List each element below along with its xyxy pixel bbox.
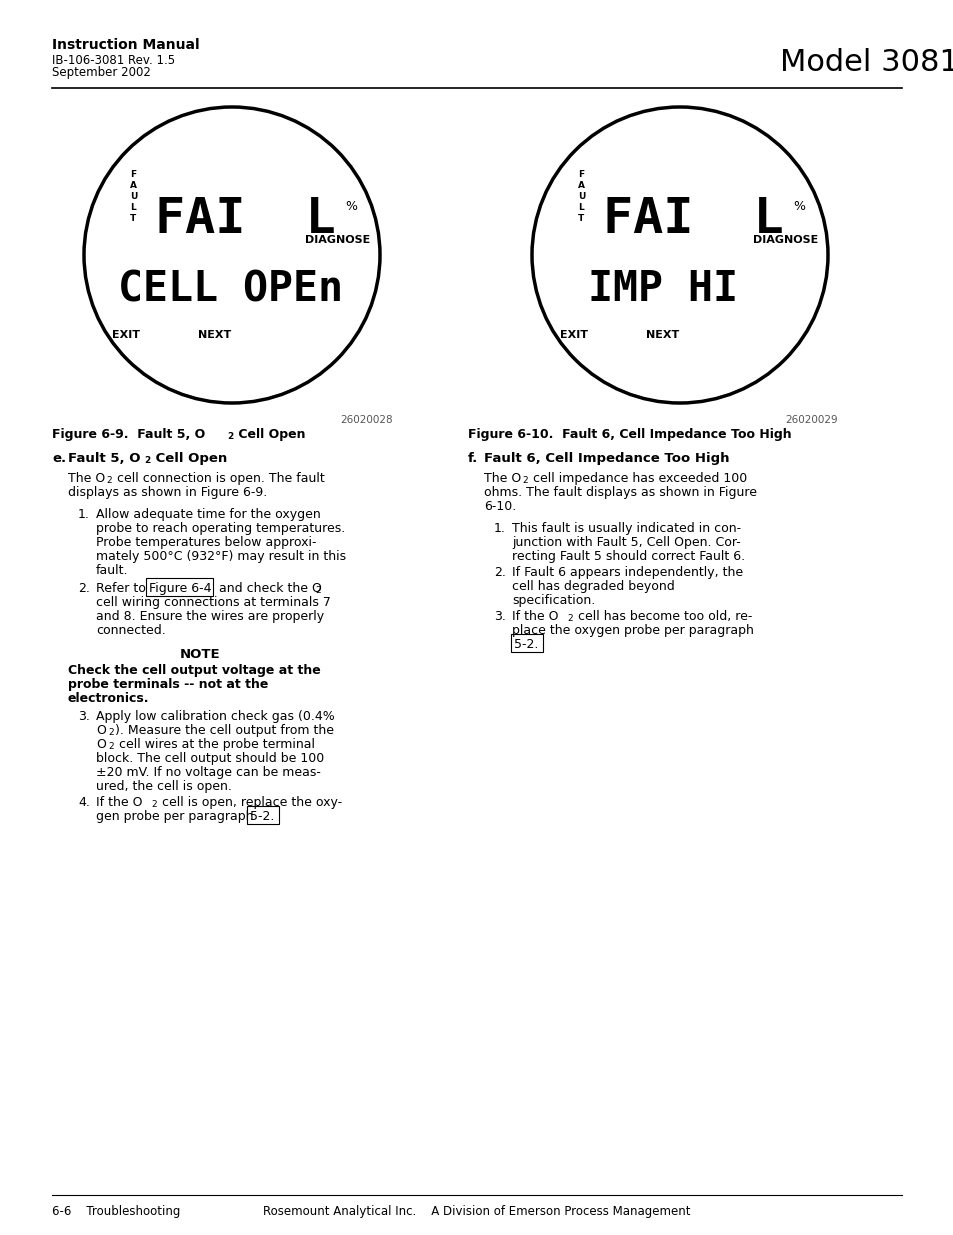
Text: A: A [130, 182, 137, 190]
Text: 4.: 4. [78, 797, 90, 809]
Text: The O: The O [483, 472, 520, 485]
Text: T: T [130, 214, 136, 224]
Text: 26020028: 26020028 [339, 415, 393, 425]
Text: 1.: 1. [78, 508, 90, 521]
Text: Probe temperatures below approxi-: Probe temperatures below approxi- [96, 536, 316, 550]
Text: %: % [345, 200, 356, 212]
Text: Figure 6-10.  Fault 6, Cell Impedance Too High: Figure 6-10. Fault 6, Cell Impedance Too… [468, 429, 791, 441]
Text: 2: 2 [108, 727, 113, 737]
Text: cell has become too old, re-: cell has become too old, re- [574, 610, 752, 622]
Text: junction with Fault 5, Cell Open. Cor-: junction with Fault 5, Cell Open. Cor- [512, 536, 740, 550]
Text: CELL OPEn: CELL OPEn [118, 268, 343, 310]
Text: 2.: 2. [494, 566, 505, 579]
Text: F: F [578, 170, 583, 179]
Text: September 2002: September 2002 [52, 65, 151, 79]
Text: probe terminals -- not at the: probe terminals -- not at the [68, 678, 268, 692]
Text: 26020029: 26020029 [784, 415, 837, 425]
Text: 2: 2 [566, 614, 572, 622]
Text: cell wires at the probe terminal: cell wires at the probe terminal [115, 739, 314, 751]
Text: FAI  L: FAI L [602, 195, 783, 243]
Text: Figure 6-4: Figure 6-4 [149, 582, 212, 595]
Text: 6-10.: 6-10. [483, 500, 516, 513]
Text: A: A [578, 182, 584, 190]
Text: ±20 mV. If no voltage can be meas-: ±20 mV. If no voltage can be meas- [96, 766, 320, 779]
Text: O: O [96, 739, 106, 751]
Text: O: O [96, 724, 106, 737]
Text: Refer to: Refer to [96, 582, 150, 595]
Text: place the oxygen probe per paragraph: place the oxygen probe per paragraph [512, 624, 753, 637]
Text: FAI  L: FAI L [154, 195, 335, 243]
Text: Check the cell output voltage at the: Check the cell output voltage at the [68, 664, 320, 677]
Text: connected.: connected. [96, 624, 166, 637]
Text: %: % [792, 200, 804, 212]
Text: Allow adequate time for the oxygen: Allow adequate time for the oxygen [96, 508, 320, 521]
Text: IB-106-3081 Rev. 1.5: IB-106-3081 Rev. 1.5 [52, 54, 175, 67]
Text: ured, the cell is open.: ured, the cell is open. [96, 781, 232, 793]
Text: fault.: fault. [96, 564, 129, 577]
Text: cell is open, replace the oxy-: cell is open, replace the oxy- [158, 797, 342, 809]
Text: U: U [578, 191, 585, 201]
Text: mately 500°C (932°F) may result in this: mately 500°C (932°F) may result in this [96, 550, 346, 563]
Text: DIAGNOSE: DIAGNOSE [752, 235, 818, 245]
Text: NEXT: NEXT [645, 330, 679, 340]
Text: block. The cell output should be 100: block. The cell output should be 100 [96, 752, 324, 764]
Text: EXIT: EXIT [559, 330, 587, 340]
Text: 3.: 3. [494, 610, 505, 622]
Text: 2.: 2. [78, 582, 90, 595]
Text: and 8. Ensure the wires are properly: and 8. Ensure the wires are properly [96, 610, 324, 622]
Text: If the O: If the O [512, 610, 558, 622]
Text: The O: The O [68, 472, 105, 485]
Text: 5-2.: 5-2. [250, 810, 274, 823]
Text: 3.: 3. [78, 710, 90, 722]
Text: DIAGNOSE: DIAGNOSE [305, 235, 370, 245]
Text: Cell Open: Cell Open [151, 452, 227, 466]
Text: If Fault 6 appears independently, the: If Fault 6 appears independently, the [512, 566, 742, 579]
Text: f.: f. [468, 452, 477, 466]
Text: Cell Open: Cell Open [233, 429, 305, 441]
Text: cell wiring connections at terminals 7: cell wiring connections at terminals 7 [96, 597, 331, 609]
Text: ohms. The fault displays as shown in Figure: ohms. The fault displays as shown in Fig… [483, 487, 757, 499]
Text: 1.: 1. [494, 522, 505, 535]
Text: Model 3081FG: Model 3081FG [780, 48, 953, 77]
Text: U: U [130, 191, 137, 201]
Text: 6-6    Troubleshooting: 6-6 Troubleshooting [52, 1205, 180, 1218]
Text: and check the O: and check the O [214, 582, 321, 595]
Text: Rosemount Analytical Inc.    A Division of Emerson Process Management: Rosemount Analytical Inc. A Division of … [263, 1205, 690, 1218]
Text: 2: 2 [314, 585, 320, 595]
Text: EXIT: EXIT [112, 330, 140, 340]
Text: T: T [578, 214, 583, 224]
Text: 2: 2 [108, 742, 113, 751]
Text: L: L [130, 203, 135, 212]
Text: cell connection is open. The fault: cell connection is open. The fault [112, 472, 324, 485]
Text: cell impedance has exceeded 100: cell impedance has exceeded 100 [529, 472, 746, 485]
Text: specification.: specification. [512, 594, 595, 606]
Text: Apply low calibration check gas (0.4%: Apply low calibration check gas (0.4% [96, 710, 335, 722]
Text: gen probe per paragraph: gen probe per paragraph [96, 810, 257, 823]
Text: F: F [130, 170, 136, 179]
Text: IMP HI: IMP HI [587, 268, 738, 310]
Text: Figure 6-9.  Fault 5, O: Figure 6-9. Fault 5, O [52, 429, 205, 441]
Text: Fault 5, O: Fault 5, O [68, 452, 140, 466]
Text: NEXT: NEXT [198, 330, 231, 340]
Text: 2: 2 [151, 800, 156, 809]
Text: 2: 2 [521, 475, 527, 485]
Text: If the O: If the O [96, 797, 142, 809]
Text: NOTE: NOTE [179, 648, 220, 661]
Text: ). Measure the cell output from the: ). Measure the cell output from the [115, 724, 334, 737]
Text: 2: 2 [144, 456, 150, 466]
Text: This fault is usually indicated in con-: This fault is usually indicated in con- [512, 522, 740, 535]
Text: Fault 6, Cell Impedance Too High: Fault 6, Cell Impedance Too High [483, 452, 729, 466]
Text: Instruction Manual: Instruction Manual [52, 38, 199, 52]
Text: e.: e. [52, 452, 66, 466]
Text: electronics.: electronics. [68, 692, 150, 705]
Text: cell has degraded beyond: cell has degraded beyond [512, 580, 674, 593]
Text: 5-2.: 5-2. [514, 638, 537, 651]
Text: probe to reach operating temperatures.: probe to reach operating temperatures. [96, 522, 345, 535]
Text: recting Fault 5 should correct Fault 6.: recting Fault 5 should correct Fault 6. [512, 550, 744, 563]
Text: 2: 2 [106, 475, 112, 485]
Text: L: L [578, 203, 583, 212]
Text: displays as shown in Figure 6-9.: displays as shown in Figure 6-9. [68, 487, 267, 499]
Text: 2: 2 [227, 432, 233, 441]
